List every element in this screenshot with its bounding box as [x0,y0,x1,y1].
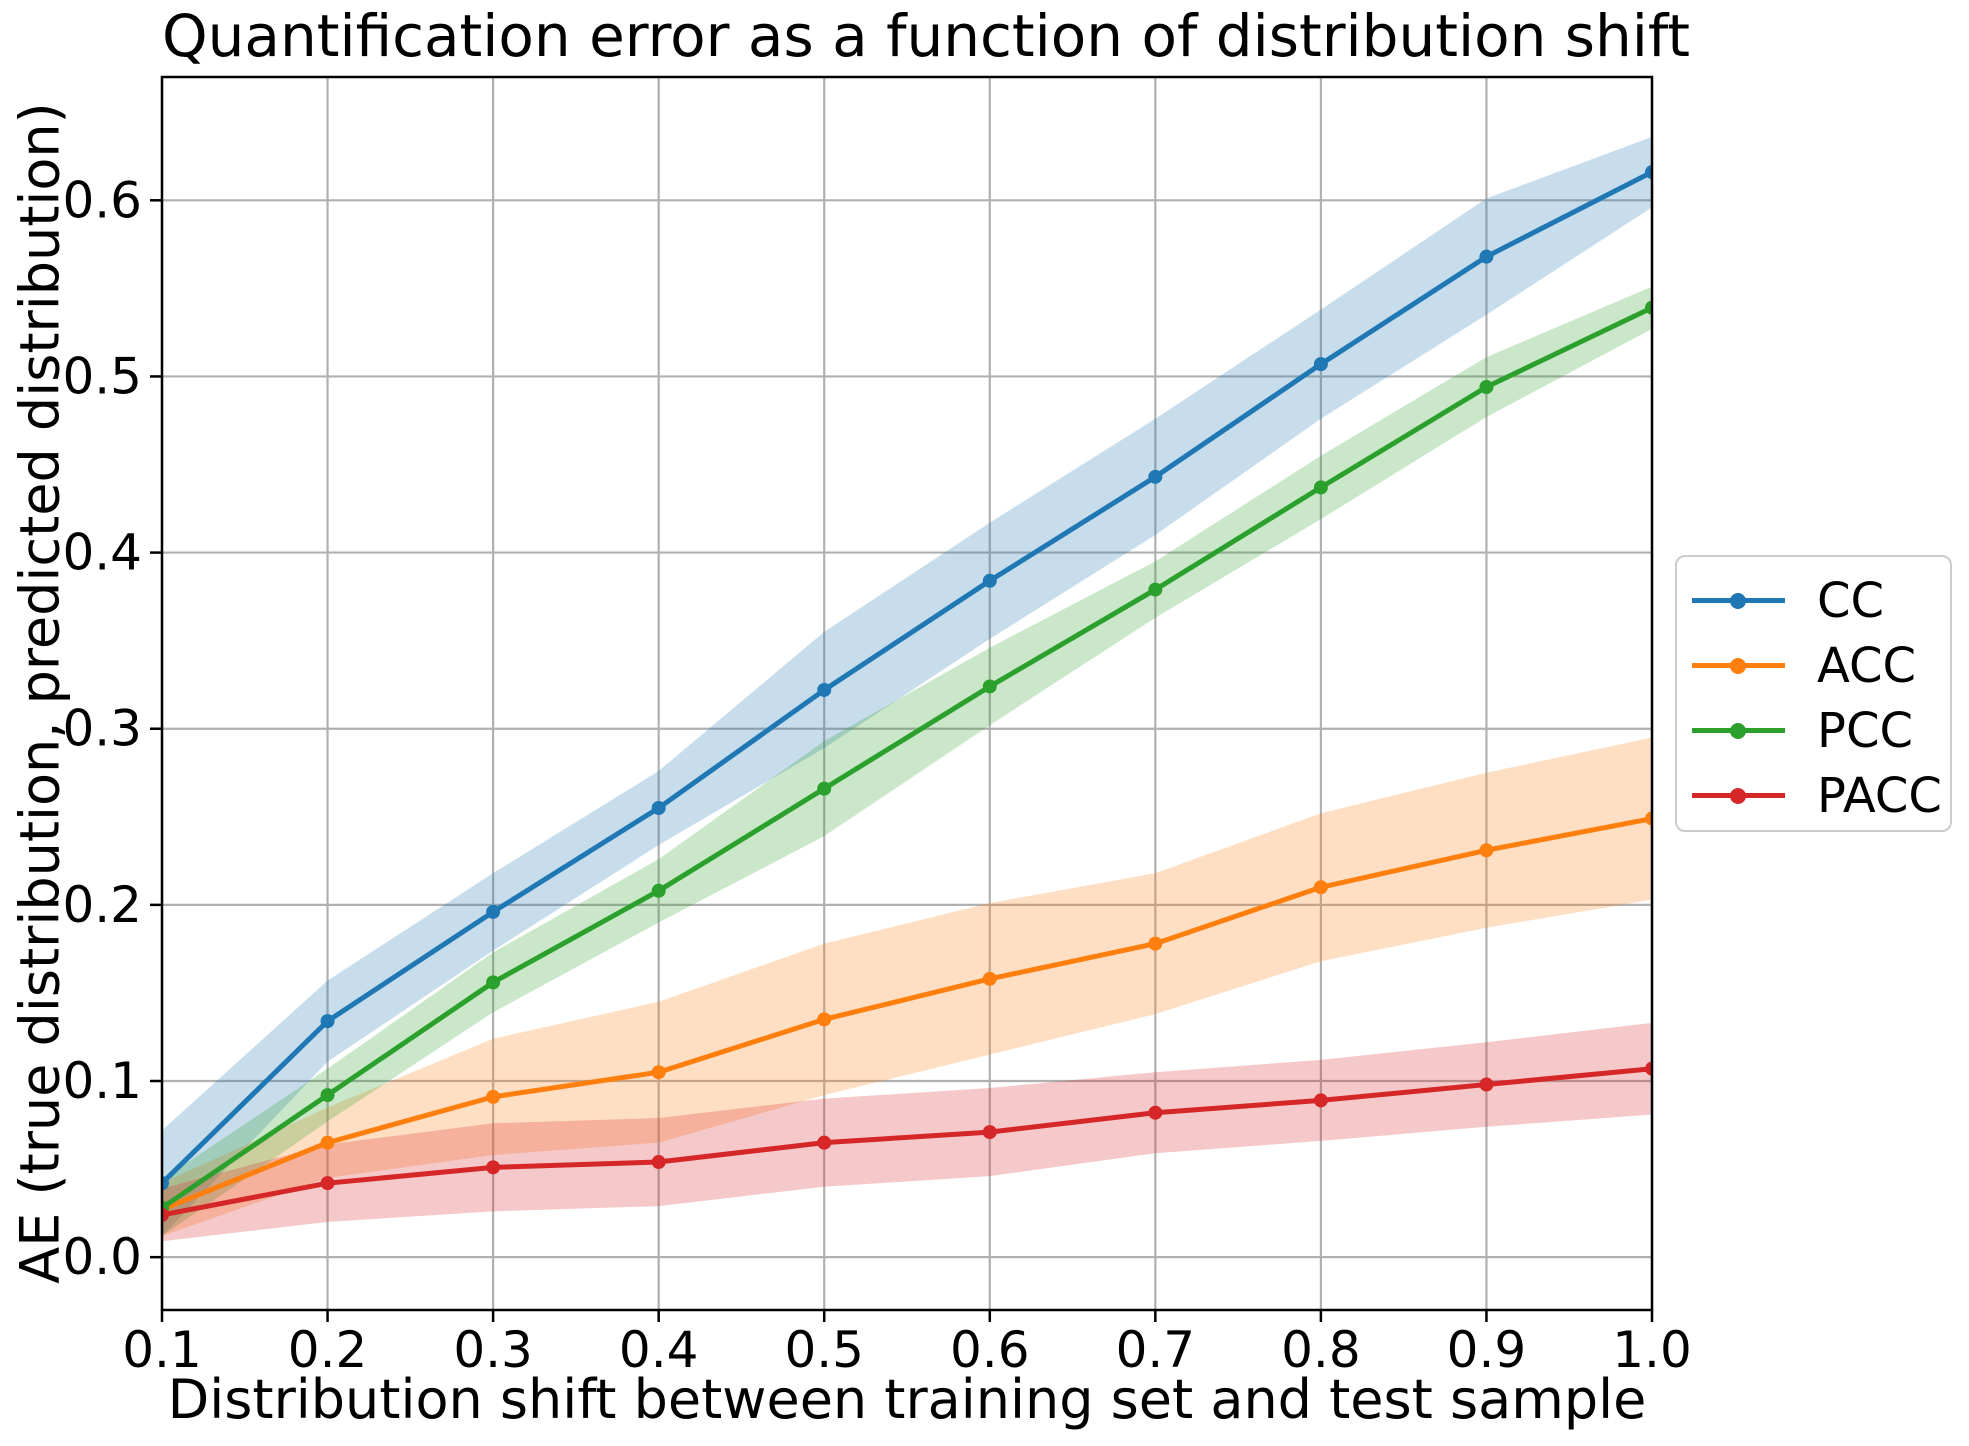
legend-label: PACC [1817,767,1942,824]
tick-label-y-0.5: 0.5 [62,347,142,405]
legend-item-ACC: ACC [1677,633,1950,698]
marker-CC-0.7 [1148,469,1163,484]
x-axis-label: Distribution shift between training set … [167,1368,1647,1431]
tick-label-y-0.6: 0.6 [62,171,142,229]
marker-PACC-0.5 [817,1135,832,1150]
tick-label-x-0.4: 0.4 [619,1321,699,1379]
legend-label: CC [1817,572,1885,629]
marker-PCC-0.2 [320,1088,335,1103]
marker-PACC-0.4 [651,1155,666,1170]
marker-CC-0.2 [320,1014,335,1029]
legend-item-PCC: PCC [1677,698,1950,763]
marker-ACC-0.9 [1479,843,1494,858]
marker-PACC-0.6 [982,1125,997,1140]
marker-PCC-0.6 [982,679,997,694]
band-ACC [162,737,1652,1237]
tick-labels: 0.1 0.2 0.3 0.4 0.5 0.6 0.7 0.8 0.9 1.0 0.0 0.1 0.2 0… [62,171,1691,1379]
series-line-PACC [162,1066,1652,1218]
tick-label-x-1: 1.0 [1612,1321,1692,1379]
marker-PCC-0.4 [651,883,666,898]
ticks [150,199,1654,1322]
marker-ACC-0.6 [982,971,997,986]
axes-border [160,75,1654,1312]
legend-sample-dot [1730,787,1746,804]
marker-PCC-0.8 [1313,480,1328,495]
chart-title: Quantification error as a function of di… [162,2,1690,70]
marker-PCC-0.7 [1148,582,1163,597]
marker-ACC-0.3 [486,1089,501,1104]
marker-ACC-0.7 [1148,936,1163,951]
marker-PACC-0.3 [486,1160,501,1175]
series-line-ACC [162,816,1652,1213]
marker-PACC-0.2 [320,1176,335,1191]
marker-PCC-1 [1645,300,1652,315]
tick-label-x-0.6: 0.6 [950,1321,1030,1379]
band-PCC [162,286,1652,1237]
legend-item-CC: CC [1677,568,1950,633]
legend-line-icon [1692,722,1785,740]
tick-label-y-0.2: 0.2 [62,876,142,934]
tick-label-y-0: 0.0 [62,1228,142,1286]
marker-PACC-0.8 [1313,1093,1328,1108]
marker-CC-0.8 [1313,357,1328,372]
tick-label-x-0.1: 0.1 [122,1321,202,1379]
tick-label-x-0.8: 0.8 [1281,1321,1361,1379]
marker-ACC-0.5 [817,1012,832,1027]
legend-sample-dot [1730,722,1746,739]
marker-ACC-0.2 [320,1135,335,1150]
marker-PACC-1 [1645,1061,1652,1076]
marker-PCC-0.9 [1479,380,1494,395]
marker-CC-0.4 [651,800,666,815]
tick-label-x-0.3: 0.3 [453,1321,533,1379]
legend-sample-dot [1730,592,1746,609]
series-line-CC [162,169,1652,1186]
legend-line-icon [1692,592,1785,610]
legend-item-PACC: PACC [1677,763,1950,828]
marker-PCC-0.5 [817,781,832,796]
tick-label-y-0.3: 0.3 [62,700,142,758]
legend-line-icon [1692,657,1785,675]
legend-label: ACC [1817,637,1917,694]
legend-line-icon [1692,787,1785,805]
band-PACC [162,1022,1652,1242]
marker-CC-0.5 [817,682,832,697]
marker-CC-0.1 [162,1176,169,1191]
tick-label-y-0.1: 0.1 [62,1052,142,1110]
marker-CC-0.6 [982,573,997,588]
tick-label-y-0.4: 0.4 [62,524,142,582]
tick-label-x-0.7: 0.7 [1116,1321,1196,1379]
legend-sample-dot [1730,657,1746,674]
tick-label-x-0.2: 0.2 [288,1321,368,1379]
marker-ACC-0.4 [651,1065,666,1080]
tick-label-x-0.5: 0.5 [784,1321,864,1379]
legend: CC ACC PCC PACC [1675,555,1952,832]
data-group [162,136,1652,1242]
marker-CC-1 [1645,165,1652,180]
marker-ACC-0.8 [1313,880,1328,895]
marker-CC-0.9 [1479,249,1494,264]
marker-PACC-0.1 [162,1207,169,1222]
band-CC [162,136,1652,1237]
marker-CC-0.3 [486,904,501,919]
marker-PACC-0.9 [1479,1077,1494,1092]
marker-PACC-0.7 [1148,1105,1163,1120]
tick-label-x-0.9: 0.9 [1447,1321,1527,1379]
marker-ACC-1 [1645,811,1652,826]
legend-label: PCC [1817,702,1913,759]
marker-PCC-0.3 [486,975,501,990]
series-line-PCC [162,305,1652,1211]
